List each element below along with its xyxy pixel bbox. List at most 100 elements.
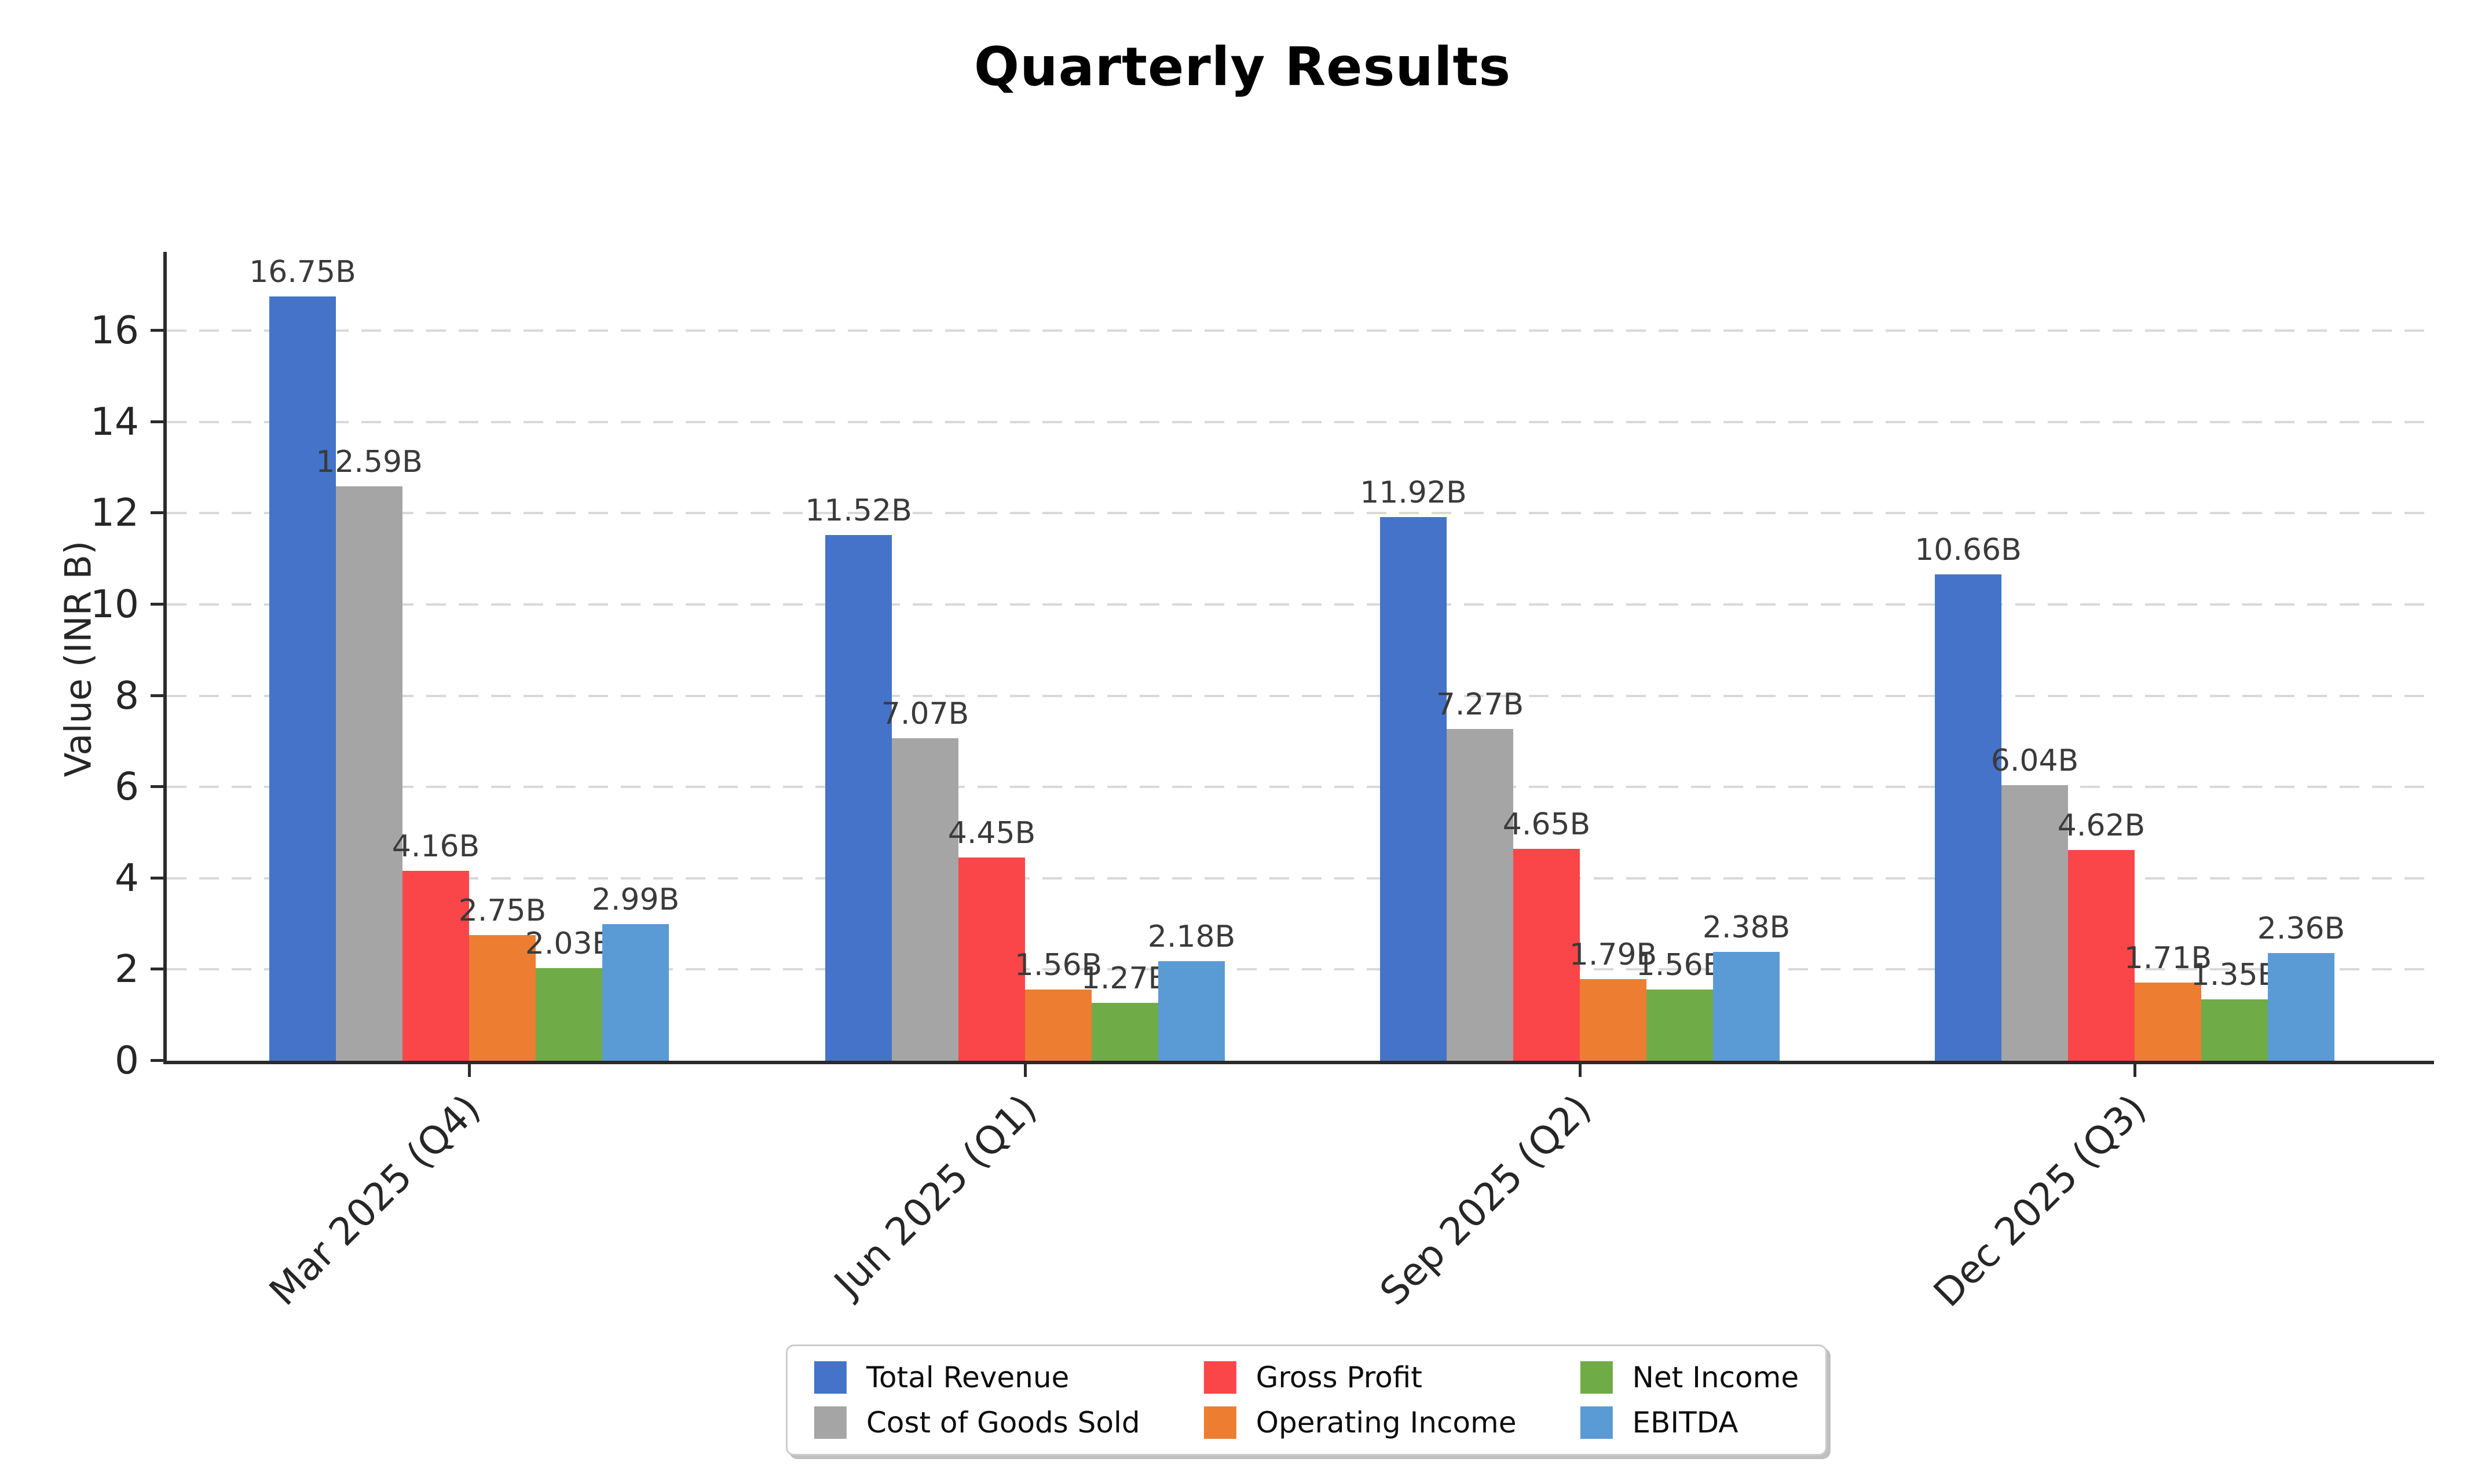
- bar-value-label: 4.62B: [2057, 808, 2146, 843]
- bar-total-revenue: 10.66B: [1915, 535, 2022, 1061]
- bar-value-label: 6.04B: [1990, 743, 2079, 779]
- bar-cost-of-goods-sold: 12.59B: [316, 447, 423, 1061]
- bar-value-label: 1.56B: [1635, 948, 1724, 983]
- legend-item-ebitda: EBITDA: [1580, 1406, 1799, 1439]
- legend-item-operating-income: Operating Income: [1203, 1405, 1517, 1439]
- y-tick-label: 2: [115, 947, 139, 992]
- legend-swatch-icon: [814, 1406, 847, 1439]
- bar-group: 10.66B 6.04B 4.62B 1.71B 1.35B 2.36B: [1915, 258, 2345, 1061]
- bar-net-income: 1.27B: [1081, 963, 1169, 1061]
- bar-value-label: 1.79B: [1569, 937, 1657, 972]
- bar-total-revenue: 11.92B: [1360, 478, 1467, 1061]
- bar-net-income: 1.56B: [1636, 950, 1723, 1061]
- y-tick-mark: [151, 694, 163, 697]
- bar-cost-of-goods-sold: 7.07B: [881, 699, 969, 1061]
- y-tick-label: 10: [90, 581, 139, 626]
- y-tick-label: 14: [90, 399, 139, 444]
- bar-value-label: 4.65B: [1502, 807, 1591, 842]
- legend-swatch-icon: [1580, 1361, 1613, 1394]
- x-tick-label: Dec 2025 (Q3): [1925, 1086, 2155, 1316]
- legend-label: EBITDA: [1632, 1405, 1739, 1439]
- x-tick-mark: [2133, 1064, 2136, 1077]
- bar-gross-profit: 4.45B: [948, 818, 1035, 1061]
- x-tick-label: Mar 2025 (Q4): [261, 1086, 489, 1314]
- bar-total-revenue: 16.75B: [249, 257, 356, 1061]
- bar-group: 11.52B 7.07B 4.45B 1.56B 1.27B 2.18B: [805, 258, 1235, 1061]
- y-axis-spine: [163, 252, 167, 1061]
- bar-value-label: 4.16B: [391, 829, 480, 864]
- y-tick-mark: [151, 420, 163, 423]
- bar-value-label: 2.38B: [1702, 910, 1791, 946]
- y-axis-label: Value (INR B): [57, 540, 100, 778]
- legend-swatch-icon: [814, 1361, 847, 1394]
- bar-total-revenue: 11.52B: [805, 496, 912, 1061]
- x-tick-label: Sep 2025 (Q2): [1371, 1086, 1600, 1314]
- y-tick-label: 6: [115, 764, 139, 809]
- y-tick-mark: [151, 511, 163, 515]
- legend-item-net-income: Net Income: [1580, 1361, 1799, 1394]
- bar-value-label: 11.92B: [1360, 475, 1467, 510]
- bar-value-label: 16.75B: [249, 255, 356, 290]
- legend-swatch-icon: [1203, 1361, 1236, 1394]
- gridline: [167, 512, 2434, 515]
- bar-operating-income: 1.79B: [1569, 940, 1657, 1061]
- legend-item-total-revenue: Total Revenue: [814, 1361, 1140, 1394]
- legend: Total Revenue Cost of Goods Sold Gross Pro…: [785, 1344, 1828, 1456]
- bar-value-label: 4.45B: [947, 816, 1036, 851]
- y-tick-label: 4: [115, 855, 139, 900]
- gridline: [167, 420, 2434, 423]
- legend-label: Cost of Goods Sold: [866, 1405, 1140, 1439]
- bar-cost-of-goods-sold: 7.27B: [1436, 690, 1524, 1061]
- plot-area: 0 2 4 6 8 10 12 14 16 Mar 2025 (Q4) Jun 2025 (Q1)…: [90, 252, 2434, 1316]
- y-tick-mark: [151, 968, 163, 971]
- y-tick-label: 12: [90, 490, 139, 536]
- legend-swatch-icon: [1203, 1406, 1236, 1439]
- bar-operating-income: 1.71B: [2124, 943, 2212, 1061]
- bar-gross-profit: 4.62B: [2058, 811, 2145, 1061]
- bar-value-label: 1.71B: [2124, 941, 2212, 976]
- bar-ebitda: 2.18B: [1148, 922, 1235, 1061]
- legend-item-cost-of-goods-sold: Cost of Goods Sold: [814, 1406, 1140, 1439]
- gridline: [167, 786, 2434, 789]
- bar-group: 16.75B 12.59B 4.16B 2.75B 2.03B 2.99B: [249, 257, 679, 1061]
- bar-value-label: 11.52B: [805, 493, 912, 529]
- gridline: [167, 877, 2434, 880]
- bar-value-label: 7.27B: [1436, 687, 1524, 723]
- bar-gross-profit: 4.16B: [392, 831, 480, 1061]
- legend-label: Total Revenue: [866, 1360, 1070, 1394]
- bar-value-label: 2.99B: [591, 882, 680, 918]
- legend-label: Net Income: [1632, 1360, 1799, 1394]
- gridline: [167, 329, 2434, 332]
- gridline: [167, 968, 2434, 971]
- y-tick-mark: [151, 602, 163, 606]
- bar-value-label: 2.03B: [525, 926, 613, 962]
- y-tick-mark: [151, 1059, 163, 1062]
- gridline: [167, 694, 2434, 697]
- legend-item-gross-profit: Gross Profit: [1203, 1360, 1517, 1394]
- bar-cost-of-goods-sold: 6.04B: [1991, 746, 2078, 1061]
- bar-ebitda: 2.99B: [592, 885, 679, 1061]
- bar-net-income: 2.03B: [525, 929, 613, 1061]
- x-tick-mark: [1579, 1064, 1582, 1077]
- x-tick-mark: [1024, 1064, 1027, 1077]
- y-tick-mark: [151, 876, 163, 880]
- bar-value-label: 10.66B: [1915, 532, 2022, 567]
- bar-value-label: 1.35B: [2190, 957, 2279, 992]
- bar-value-label: 1.56B: [1014, 948, 1103, 983]
- bar-value-label: 2.36B: [2257, 911, 2345, 947]
- bar-value-label: 7.07B: [881, 696, 969, 731]
- legend-swatch-icon: [1580, 1406, 1613, 1439]
- bar-value-label: 2.75B: [458, 893, 547, 929]
- bar-operating-income: 1.56B: [1015, 950, 1102, 1061]
- x-tick-mark: [468, 1064, 471, 1077]
- bar-value-label: 2.18B: [1147, 919, 1236, 955]
- bar-net-income: 1.35B: [2191, 960, 2278, 1061]
- chart-title: Quarterly Results: [973, 36, 1512, 98]
- legend-label: Operating Income: [1256, 1405, 1517, 1439]
- bar-ebitda: 2.38B: [1703, 913, 1790, 1061]
- y-tick-label: 16: [90, 308, 139, 353]
- y-tick-mark: [151, 785, 163, 789]
- legend-label: Gross Profit: [1256, 1360, 1422, 1394]
- bar-value-label: 12.59B: [316, 444, 423, 479]
